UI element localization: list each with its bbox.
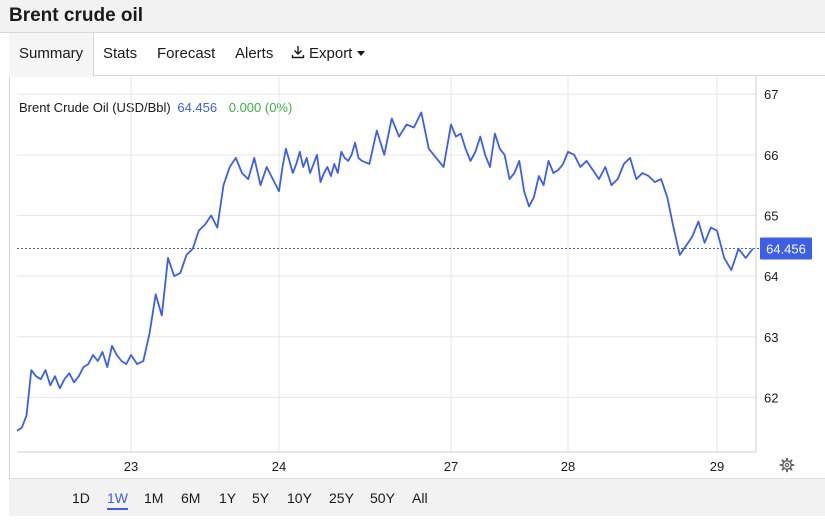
range-10y[interactable]: 10Y <box>287 490 312 506</box>
last-price-badge <box>760 237 812 260</box>
axes: 62 63 64 65 66 67 23 24 27 28 29 <box>17 76 778 474</box>
tab-stats[interactable]: Stats <box>103 45 138 62</box>
y-tick-label: 64 <box>764 269 778 284</box>
chevron-down-icon <box>357 50 366 56</box>
range-1y[interactable]: 1Y <box>219 490 237 506</box>
x-tick-label: 29 <box>710 459 724 474</box>
x-tick-label: 27 <box>444 459 458 474</box>
range-1d[interactable]: 1D <box>72 490 90 506</box>
range-selector: 1D 1W 1M 6M 1Y 5Y 10Y 25Y 50Y All <box>9 478 825 516</box>
range-all[interactable]: All <box>412 490 428 506</box>
legend-change: 0.000 (0%) <box>228 100 293 115</box>
range-25y[interactable]: 25Y <box>329 490 354 506</box>
y-tick-label: 63 <box>764 330 778 345</box>
range-1w[interactable]: 1W <box>107 490 128 510</box>
series-line <box>16 111 754 432</box>
chart-legend: Brent Crude Oil (USD/Bbl) 64.456 0.000 (… <box>19 100 292 115</box>
y-tick-label: 66 <box>764 148 778 163</box>
title-bar: Brent crude oil <box>0 0 825 33</box>
y-tick-label: 62 <box>764 390 778 405</box>
tab-summary[interactable]: Summary <box>9 33 95 77</box>
page-title: Brent crude oil <box>9 5 144 26</box>
y-tick-label: 67 <box>764 87 778 102</box>
range-1m[interactable]: 1M <box>144 490 164 506</box>
tab-forecast[interactable]: Forecast <box>157 45 216 62</box>
price-marker: 64.456 <box>17 237 812 260</box>
legend-value: 64.456 <box>177 100 218 115</box>
x-tick-label: 23 <box>124 459 138 474</box>
x-tick-label: 24 <box>272 459 286 474</box>
export-label: Export <box>309 45 353 62</box>
range-6m[interactable]: 6M <box>181 490 201 506</box>
download-icon <box>291 46 305 59</box>
x-tick-label: 28 <box>561 459 575 474</box>
tab-alerts[interactable]: Alerts <box>235 45 274 62</box>
y-tick-label: 65 <box>764 208 778 223</box>
gear-icon[interactable] <box>779 457 795 473</box>
series-layer <box>16 111 754 432</box>
last-price-label: 64.456 <box>766 241 806 256</box>
tab-bar: Summary Stats Forecast Alerts Export <box>9 33 825 77</box>
tab-export[interactable]: Export <box>291 33 366 76</box>
grid <box>17 76 756 452</box>
legend-series-name: Brent Crude Oil (USD/Bbl) <box>19 100 171 115</box>
range-5y[interactable]: 5Y <box>252 490 270 506</box>
range-50y[interactable]: 50Y <box>370 490 395 506</box>
